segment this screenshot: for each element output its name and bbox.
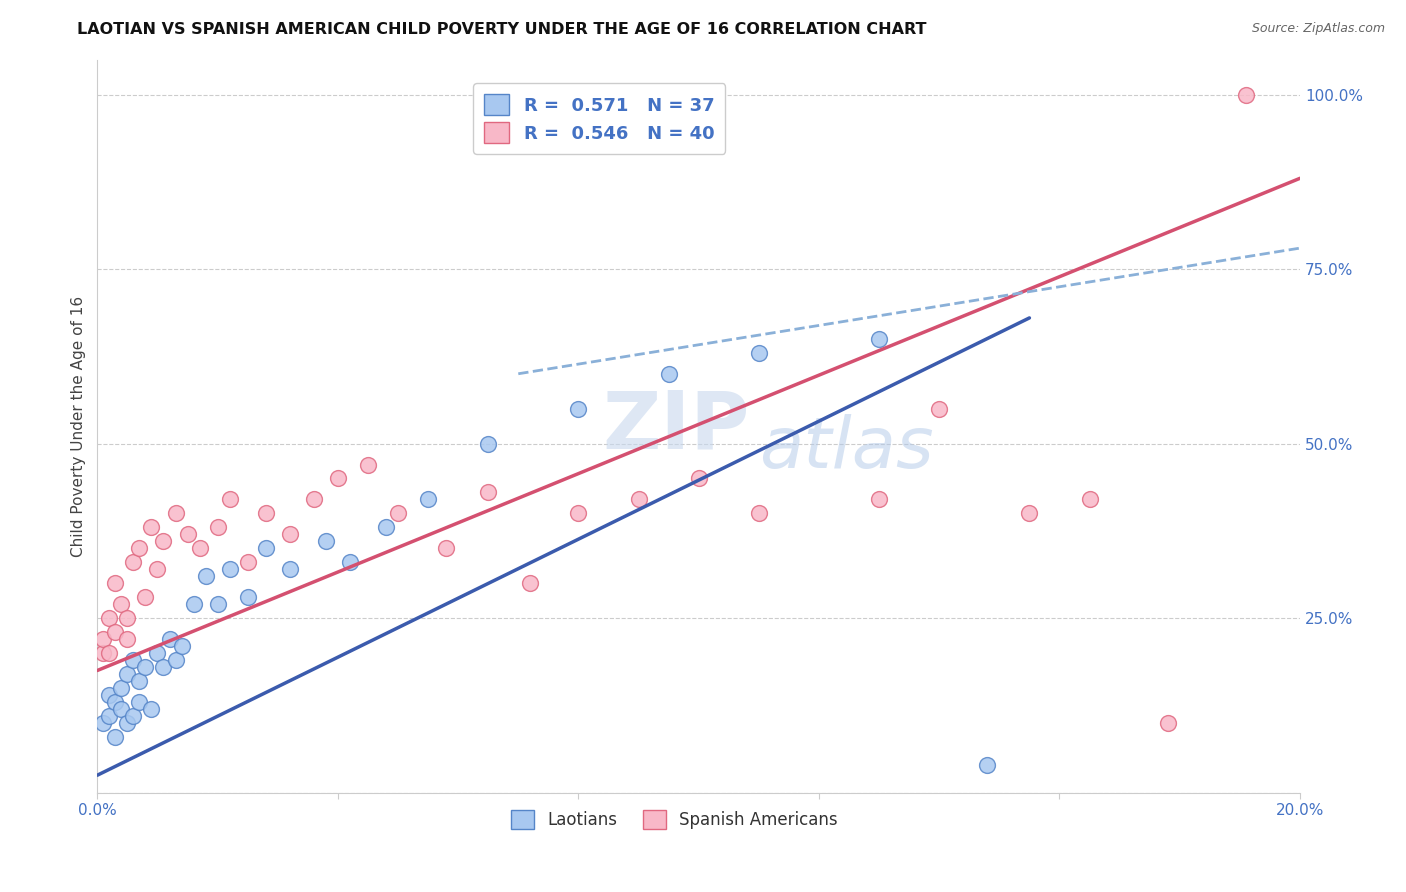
Point — [416, 492, 439, 507]
Point — [110, 597, 132, 611]
Point — [207, 597, 229, 611]
Point — [207, 520, 229, 534]
Point — [146, 562, 169, 576]
Point — [98, 688, 121, 702]
Point — [339, 555, 361, 569]
Point — [254, 507, 277, 521]
Text: atlas: atlas — [759, 414, 934, 483]
Text: LAOTIAN VS SPANISH AMERICAN CHILD POVERTY UNDER THE AGE OF 16 CORRELATION CHART: LAOTIAN VS SPANISH AMERICAN CHILD POVERT… — [77, 22, 927, 37]
Text: ZIP: ZIP — [603, 387, 749, 465]
Point — [519, 576, 541, 591]
Point — [165, 507, 187, 521]
Point — [117, 632, 139, 646]
Point — [278, 527, 301, 541]
Point — [98, 646, 121, 660]
Point — [159, 632, 181, 646]
Point — [254, 541, 277, 556]
Point — [1078, 492, 1101, 507]
Point — [567, 507, 589, 521]
Point — [218, 562, 240, 576]
Point — [122, 709, 145, 723]
Point — [1157, 715, 1180, 730]
Point — [128, 673, 150, 688]
Point — [218, 492, 240, 507]
Point — [434, 541, 457, 556]
Point — [302, 492, 325, 507]
Point — [170, 639, 193, 653]
Point — [122, 555, 145, 569]
Point — [1234, 87, 1257, 102]
Point — [194, 569, 217, 583]
Point — [117, 715, 139, 730]
Legend: Laotians, Spanish Americans: Laotians, Spanish Americans — [505, 803, 845, 836]
Point — [122, 653, 145, 667]
Point — [688, 471, 710, 485]
Point — [477, 436, 499, 450]
Point — [152, 660, 174, 674]
Point — [152, 534, 174, 549]
Y-axis label: Child Poverty Under the Age of 16: Child Poverty Under the Age of 16 — [72, 295, 86, 557]
Point — [188, 541, 211, 556]
Point — [141, 702, 163, 716]
Point — [128, 695, 150, 709]
Point — [278, 562, 301, 576]
Point — [315, 534, 337, 549]
Point — [748, 507, 770, 521]
Point — [236, 590, 259, 604]
Point — [104, 730, 127, 744]
Point — [117, 611, 139, 625]
Point — [141, 520, 163, 534]
Point — [146, 646, 169, 660]
Point — [110, 681, 132, 695]
Point — [976, 757, 998, 772]
Point — [748, 346, 770, 360]
Point — [117, 667, 139, 681]
Text: Source: ZipAtlas.com: Source: ZipAtlas.com — [1251, 22, 1385, 36]
Point — [326, 471, 349, 485]
Point — [567, 401, 589, 416]
Point — [93, 646, 115, 660]
Point — [183, 597, 205, 611]
Point — [128, 541, 150, 556]
Point — [658, 367, 681, 381]
Point — [98, 611, 121, 625]
Point — [93, 715, 115, 730]
Point — [627, 492, 650, 507]
Point — [104, 625, 127, 640]
Point — [387, 507, 409, 521]
Point — [928, 401, 950, 416]
Point — [134, 660, 156, 674]
Point — [375, 520, 398, 534]
Point — [134, 590, 156, 604]
Point — [104, 695, 127, 709]
Point — [104, 576, 127, 591]
Point — [110, 702, 132, 716]
Point — [165, 653, 187, 667]
Point — [357, 458, 380, 472]
Point — [98, 709, 121, 723]
Point — [868, 492, 890, 507]
Point — [93, 632, 115, 646]
Point — [477, 485, 499, 500]
Point — [1018, 507, 1040, 521]
Point — [176, 527, 198, 541]
Point — [868, 332, 890, 346]
Point — [236, 555, 259, 569]
